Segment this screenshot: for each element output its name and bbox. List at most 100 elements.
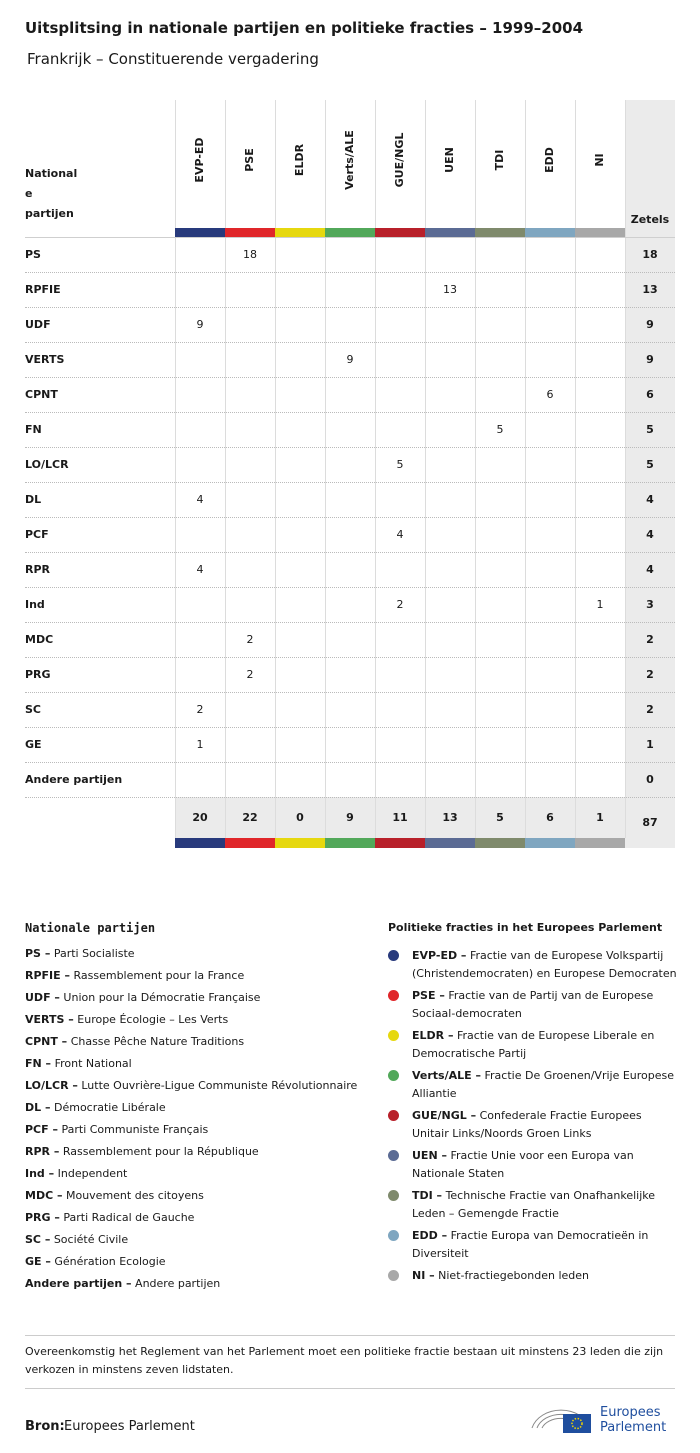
legend-desc: Société Civile xyxy=(53,1233,129,1246)
legend-dot xyxy=(388,1270,399,1281)
row-rule xyxy=(25,272,675,273)
row-header: e xyxy=(25,187,33,200)
legend-desc: Front National xyxy=(54,1057,132,1070)
column-total: 5 xyxy=(496,811,504,824)
color-bar xyxy=(475,838,525,848)
row-rule xyxy=(25,517,675,518)
cell-value: 2 xyxy=(196,703,204,716)
column-total: 20 xyxy=(192,811,208,824)
row-rule xyxy=(25,622,675,623)
legend-term: Ind – xyxy=(25,1167,55,1180)
row-total: 0 xyxy=(646,773,654,786)
legend-desc: Rassemblement pour la France xyxy=(73,969,245,982)
logo-text: Europees xyxy=(600,1405,661,1420)
column-rule xyxy=(225,100,226,838)
legend-item: UDF – Union pour la Démocratie Française xyxy=(25,991,375,1004)
cell-value: 1 xyxy=(196,738,204,751)
column-header: NI xyxy=(593,153,606,167)
color-bar xyxy=(575,228,625,237)
column-rule xyxy=(375,100,376,838)
column-header: Verts/ALE xyxy=(343,130,356,190)
column-header: GUE/NGL xyxy=(393,132,406,188)
party-label: PRG xyxy=(25,668,51,681)
row-rule xyxy=(25,657,675,658)
column-rule xyxy=(325,100,326,838)
legend-term: PSE – xyxy=(412,989,445,1002)
row-header: partijen xyxy=(25,207,74,220)
legend-item: MDC – Mouvement des citoyens xyxy=(25,1189,375,1202)
legend-desc: Rassemblement pour la République xyxy=(62,1145,259,1158)
cell-value: 13 xyxy=(443,283,457,296)
legend-desc: Fractie van de Europese Liberale en Demo… xyxy=(412,1029,655,1060)
legend-desc: Europe Écologie – Les Verts xyxy=(77,1013,229,1026)
legend-dot xyxy=(388,1110,399,1121)
legend-item: VERTS – Europe Écologie – Les Verts xyxy=(25,1013,375,1026)
legend-term: DL – xyxy=(25,1101,51,1114)
legend-title: Nationale partijen xyxy=(25,921,156,935)
row-rule xyxy=(25,482,675,483)
legend-desc: Fractie van de Partij van de Europese So… xyxy=(412,989,654,1020)
row-rule xyxy=(25,692,675,693)
row-rule xyxy=(25,412,675,413)
legend-term: TDI – xyxy=(412,1189,443,1202)
legend-term: Andere partijen – xyxy=(25,1277,132,1290)
column-rule xyxy=(575,100,576,838)
legend-dot xyxy=(388,1230,399,1241)
legend-term: ELDR – xyxy=(412,1029,454,1042)
party-label: DL xyxy=(25,493,42,506)
legend-term: PS – xyxy=(25,947,51,960)
legend-desc: Chasse Pêche Nature Traditions xyxy=(70,1035,245,1048)
legend-term: PCF – xyxy=(25,1123,58,1136)
cell-value: 6 xyxy=(546,388,554,401)
cell-value: 5 xyxy=(496,423,504,436)
column-total: 9 xyxy=(346,811,354,824)
party-label: FN xyxy=(25,423,42,436)
legend-dot xyxy=(388,1150,399,1161)
row-rule xyxy=(25,762,675,763)
color-bar xyxy=(375,228,425,237)
color-bar xyxy=(525,838,575,848)
color-bar xyxy=(225,228,275,237)
color-bar xyxy=(275,838,325,848)
party-label: PCF xyxy=(25,528,49,541)
color-bar xyxy=(425,838,475,848)
column-rule xyxy=(475,100,476,838)
column-total: 13 xyxy=(442,811,458,824)
legend-term: VERTS – xyxy=(25,1013,74,1026)
color-bar xyxy=(425,228,475,237)
source-label: Bron: xyxy=(25,1419,65,1434)
legend-desc: Confederale Fractie Europees Unitair Lin… xyxy=(412,1109,642,1140)
legend-term: EDD – xyxy=(412,1229,448,1242)
cell-value: 4 xyxy=(196,493,204,506)
legend-term: SC – xyxy=(25,1233,51,1246)
legend-dot xyxy=(388,1070,399,1081)
legend-item: EVP-ED – Fractie van de Europese Volkspa… xyxy=(412,947,680,983)
legend-term: GE – xyxy=(25,1255,51,1268)
legend-item: Ind – Independent xyxy=(25,1167,375,1180)
legend-desc: Andere partijen xyxy=(135,1277,221,1290)
color-bar xyxy=(175,228,225,237)
cell-value: 4 xyxy=(196,563,204,576)
legend-item: DL – Démocratie Libérale xyxy=(25,1101,375,1114)
party-label: UDF xyxy=(25,318,51,331)
legend-term: UDF – xyxy=(25,991,60,1004)
row-total: 1 xyxy=(646,738,654,751)
legend-item: GUE/NGL – Confederale Fractie Europees U… xyxy=(412,1107,680,1143)
legend-desc: Parti Communiste Français xyxy=(61,1123,209,1136)
color-bar xyxy=(225,838,275,848)
party-label: MDC xyxy=(25,633,54,646)
legend-desc: Fractie De Groenen/Vrije Europese Allian… xyxy=(412,1069,675,1100)
column-rule xyxy=(525,100,526,838)
row-rule xyxy=(25,237,675,238)
source: Europees Parlement xyxy=(64,1419,195,1434)
row-rule xyxy=(25,342,675,343)
legend-item: EDD – Fractie Europa van Democratieën in… xyxy=(412,1227,680,1263)
cell-value: 2 xyxy=(246,633,254,646)
legend-desc: Mouvement des citoyens xyxy=(65,1189,204,1202)
column-header: TDI xyxy=(493,149,506,171)
legend-term: GUE/NGL – xyxy=(412,1109,477,1122)
row-rule xyxy=(25,307,675,308)
row-rule xyxy=(25,377,675,378)
legend-dot xyxy=(388,990,399,1001)
